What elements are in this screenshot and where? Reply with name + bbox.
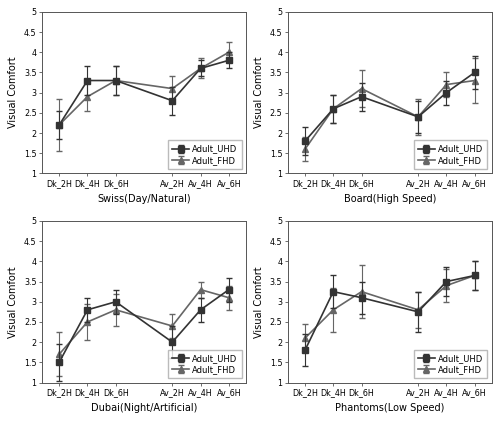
- Y-axis label: Visual Comfort: Visual Comfort: [254, 57, 264, 128]
- X-axis label: Swiss(Day/Natural): Swiss(Day/Natural): [97, 194, 191, 204]
- Legend: Adult_UHD, Adult_FHD: Adult_UHD, Adult_FHD: [168, 349, 242, 378]
- X-axis label: Dubai(Night/Artificial): Dubai(Night/Artificial): [91, 402, 197, 413]
- Y-axis label: Visual Comfort: Visual Comfort: [8, 57, 18, 128]
- Y-axis label: Visual Comfort: Visual Comfort: [254, 266, 264, 338]
- X-axis label: Board(High Speed): Board(High Speed): [344, 194, 436, 204]
- Y-axis label: Visual Comfort: Visual Comfort: [8, 266, 18, 338]
- Legend: Adult_UHD, Adult_FHD: Adult_UHD, Adult_FHD: [414, 349, 488, 378]
- Legend: Adult_UHD, Adult_FHD: Adult_UHD, Adult_FHD: [414, 141, 488, 169]
- X-axis label: Phantoms(Low Speed): Phantoms(Low Speed): [335, 402, 444, 413]
- Legend: Adult_UHD, Adult_FHD: Adult_UHD, Adult_FHD: [168, 141, 242, 169]
